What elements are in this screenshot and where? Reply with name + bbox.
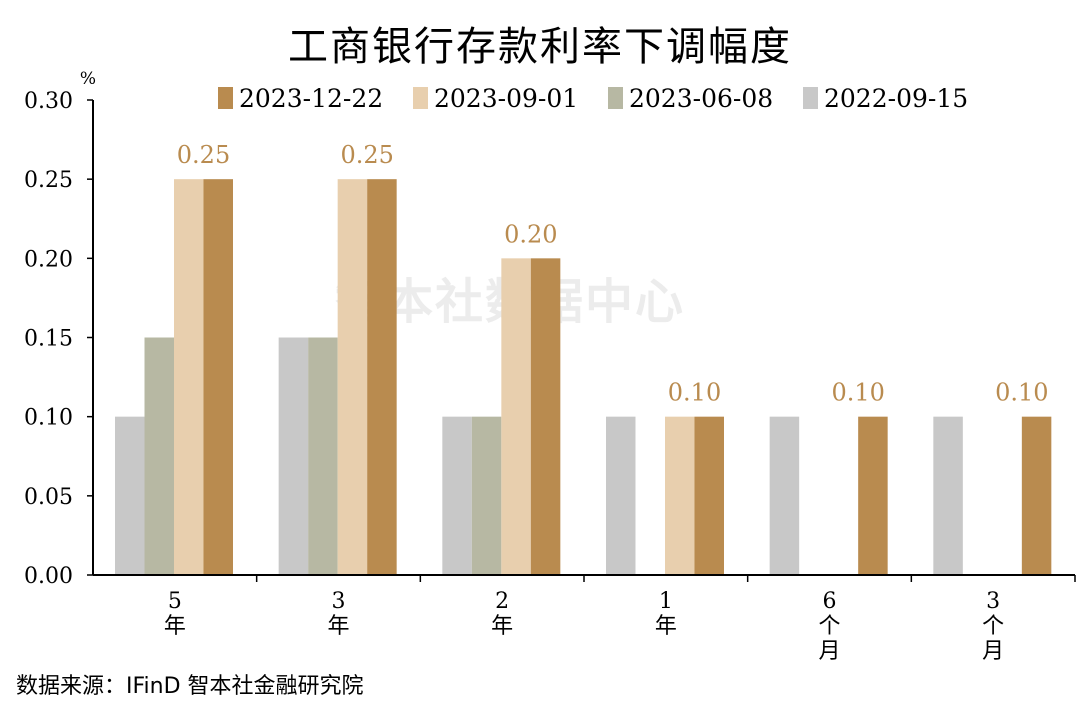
- bar-2023-06-08: [308, 337, 338, 575]
- data-label: 0.20: [504, 220, 557, 248]
- x-tick-label: 3 个月: [982, 589, 1004, 664]
- bar-2023-12-22: [530, 258, 561, 575]
- y-tick-label: 0.00: [24, 564, 73, 589]
- bar-2023-12-22: [1021, 416, 1052, 575]
- bar-2023-09-01: [174, 179, 204, 575]
- legend-label: 2023-12-22: [239, 84, 383, 113]
- y-axis-unit: %: [80, 69, 96, 89]
- bar-2022-09-15: [115, 416, 145, 575]
- bar-2022-09-15: [769, 416, 800, 575]
- bar-2022-09-15: [933, 416, 963, 575]
- bar-2022-09-15: [606, 416, 636, 575]
- y-tick-label: 0.10: [24, 406, 73, 431]
- bar-2022-09-15: [278, 337, 309, 575]
- y-axis: 0.00 0.05 0.10 0.15 0.20 0.25 0.30%: [24, 69, 96, 589]
- bar-2023-12-22: [694, 416, 724, 575]
- source-note: 数据来源：IFinD 智本社金融研究院: [16, 674, 364, 699]
- bar-2023-09-01: [665, 416, 695, 575]
- y-tick-label: 0.05: [24, 485, 73, 510]
- bar-2023-12-22: [858, 416, 888, 575]
- bar-2023-09-01: [337, 179, 368, 575]
- legend-swatch: [803, 87, 818, 109]
- data-label: 0.10: [831, 379, 884, 407]
- legend-label: 2023-09-01: [434, 84, 578, 113]
- data-label: 0.10: [668, 379, 721, 407]
- y-tick-label: 0.20: [24, 247, 73, 272]
- legend-swatch: [413, 87, 428, 109]
- legend-label: 2023-06-08: [629, 84, 773, 113]
- bar-2023-12-22: [367, 179, 397, 575]
- legend-swatch: [218, 87, 233, 109]
- y-tick-label: 0.25: [24, 168, 73, 193]
- bar-2023-12-22: [203, 179, 233, 575]
- data-label: 0.25: [177, 141, 230, 169]
- bar-2023-09-01: [501, 258, 531, 575]
- x-tick-label: 6 个月: [818, 589, 840, 664]
- bar-2022-09-15: [442, 416, 472, 575]
- y-tick-label: 0.15: [24, 327, 73, 352]
- chart-title: 工商银行存款利率下调幅度: [288, 24, 792, 70]
- bar-2023-06-08: [471, 416, 502, 575]
- data-label: 0.25: [340, 141, 393, 169]
- bar-2023-06-08: [144, 337, 174, 575]
- legend-swatch: [608, 87, 623, 109]
- legend: 2023-12-22 2023-09-01 2023-06-08 2022-09-15: [218, 84, 968, 113]
- data-labels: 0.25 0.25 0.20 0.10 0.10 0.10: [177, 141, 1049, 407]
- y-tick-label: 0.30: [24, 89, 73, 114]
- legend-label: 2022-09-15: [824, 84, 968, 113]
- bars: [115, 179, 1052, 575]
- x-axis: 5 年 3 年 2 年 1 年 6 个月 3 个月: [93, 574, 1076, 664]
- data-label: 0.10: [995, 379, 1048, 407]
